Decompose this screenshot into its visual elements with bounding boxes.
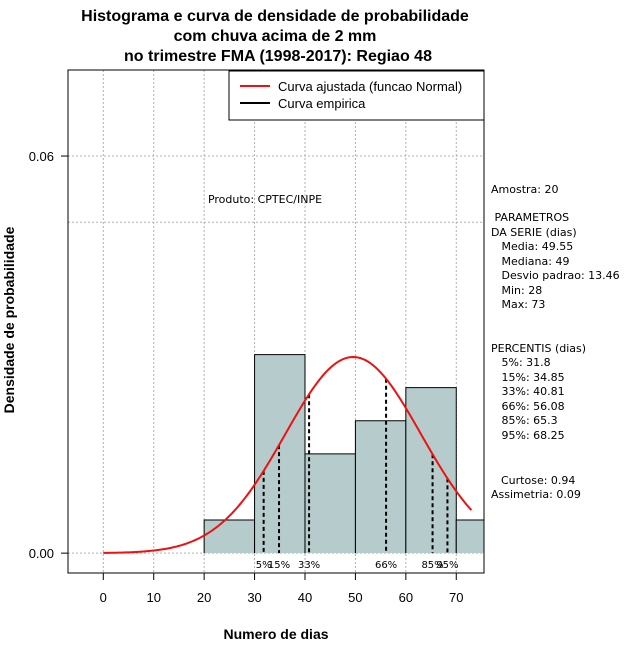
param-max: Max: 73 — [491, 298, 545, 311]
pct-05: 5%: 31.8 — [491, 356, 551, 369]
normal-curve — [103, 355, 473, 554]
pct-header: PERCENTIS (dias) — [491, 342, 586, 355]
legend-label-normal: Curva ajustada (funcao Normal) — [278, 79, 462, 94]
percentile-label: 33% — [298, 560, 320, 571]
param-mean: Media: 49.55 — [491, 240, 573, 253]
pct-95: 95%: 68.25 — [491, 429, 565, 442]
x-tick-label: 60 — [399, 590, 413, 605]
histogram-bar — [456, 520, 484, 554]
histogram-bar — [405, 387, 457, 554]
pct-85: 85%: 65.3 — [491, 414, 558, 427]
percentile-label: 66% — [375, 560, 397, 571]
title-line-3: no trimestre FMA (1998-2017): Regiao 48 — [124, 48, 432, 65]
percentile-label: 15% — [268, 560, 290, 571]
x-axis-title: Numero de dias — [223, 626, 328, 642]
pct-66: 66%: 56.08 — [491, 400, 565, 413]
x-tick-label: 70 — [449, 590, 463, 605]
y-tick-label: 0.06 — [29, 149, 54, 164]
x-tick-label: 50 — [348, 590, 362, 605]
kurtosis: Curtose: 0.94 — [501, 474, 575, 487]
percentile-label: 95% — [436, 560, 458, 571]
pct-15: 15%: 34.85 — [491, 371, 565, 384]
x-tick-label: 10 — [146, 590, 160, 605]
histogram-bar-outline — [405, 387, 457, 554]
pct-33: 33%: 40.81 — [491, 385, 565, 398]
percentile-label: 85% — [421, 560, 443, 571]
y-axis-title: Densidade de probabilidade — [1, 226, 17, 413]
param-line-2: DA SERIE (dias) — [491, 226, 577, 239]
histogram-bar — [355, 420, 406, 554]
histogram-bars — [203, 354, 485, 554]
skewness: Assimetria: 0.09 — [491, 488, 581, 501]
param-line-1: PARAMETROS — [491, 211, 569, 224]
normal-curve-group — [103, 355, 473, 554]
percentile-label: 5% — [256, 560, 272, 571]
stats-panel: Amostra: 20 PARAMETROS DA SERIE (dias) M… — [491, 183, 620, 501]
chart-title: Histograma e curva de densidade de proba… — [81, 8, 469, 65]
x-tick-label: 0 — [100, 590, 107, 605]
plot-frame — [67, 69, 485, 574]
x-tick-label: 40 — [298, 590, 312, 605]
param-min: Min: 28 — [491, 284, 542, 297]
title-line-2: com chuva acima de 2 mm — [174, 28, 377, 45]
y-axis: 0.00 0.06 — [29, 149, 68, 561]
legend-label-empirical: Curva empirica — [278, 96, 366, 111]
percentile-labels: 5%15% 33% 66% 85%95% — [256, 560, 459, 571]
product-annotation: Produto: CPTEC/INPE — [208, 193, 322, 206]
y-tick-label: 0.00 — [29, 546, 54, 561]
x-tick-label: 30 — [247, 590, 261, 605]
x-axis: 0 10 20 30 40 50 60 70 — [100, 573, 464, 605]
param-sd: Desvio padrao: 13.46 — [491, 269, 620, 282]
x-tick-label: 20 — [197, 590, 211, 605]
legend-box — [228, 70, 485, 121]
sample-size: Amostra: 20 — [491, 183, 558, 196]
percentile-lines — [262, 378, 449, 554]
histogram-bar — [304, 453, 356, 554]
histogram-bar — [204, 520, 255, 554]
param-median: Mediana: 49 — [491, 255, 569, 268]
title-line-1: Histograma e curva de densidade de proba… — [81, 8, 469, 25]
legend: Curva ajustada (funcao Normal) Curva emp… — [228, 70, 485, 121]
